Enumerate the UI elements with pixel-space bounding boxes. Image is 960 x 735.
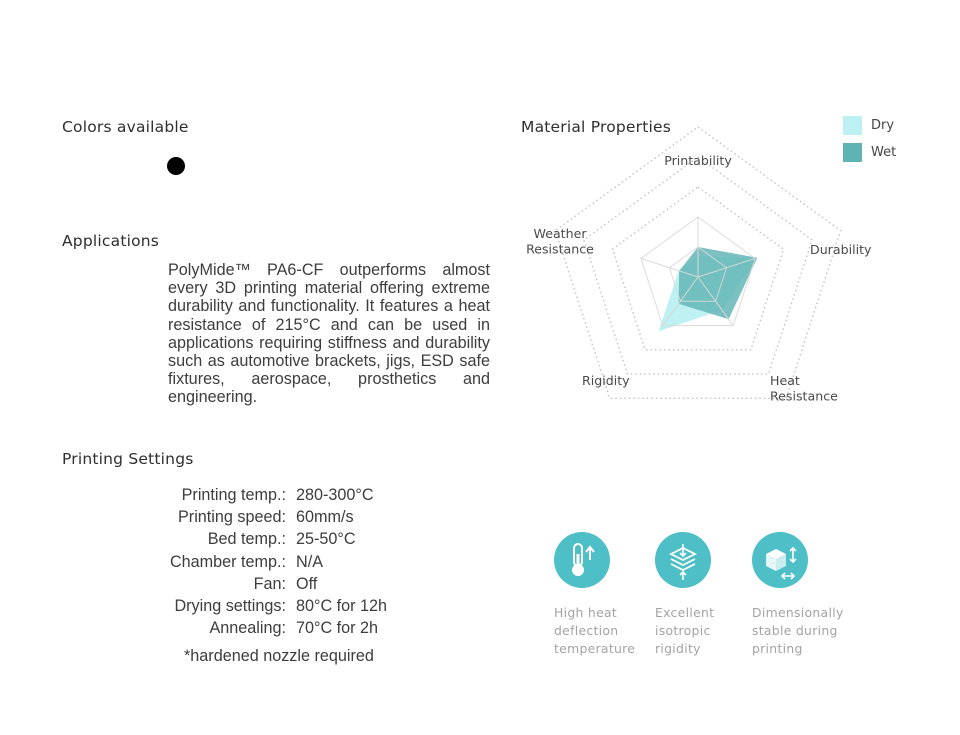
- setting-row: Bed temp.: 25-50°C: [100, 529, 420, 551]
- legend-item-wet: Wet: [843, 143, 896, 162]
- setting-value: 280-300°C: [296, 485, 374, 504]
- axis-label-printability: Printability: [664, 153, 732, 168]
- setting-label: Fan:: [253, 574, 286, 593]
- nozzle-note: *hardened nozzle required: [184, 647, 374, 665]
- layers-icon: [655, 532, 711, 588]
- setting-value: N/A: [296, 552, 323, 571]
- setting-value: Off: [296, 574, 318, 593]
- setting-row: Chamber temp.: N/A: [100, 551, 420, 573]
- setting-value: 25-50°C: [296, 530, 356, 549]
- thermometer-icon: [554, 532, 610, 588]
- radar-ring: [668, 246, 728, 302]
- applications-heading: Applications: [62, 232, 160, 250]
- colors-heading: Colors available: [62, 118, 189, 136]
- feature-dimensional-stability: Dimensionally stable during printing: [752, 532, 862, 658]
- feature-label: Excellent isotropic rigidity: [655, 605, 715, 656]
- color-swatch-black: [167, 157, 185, 175]
- setting-value: 60mm/s: [296, 507, 354, 526]
- radar-spoke: [697, 257, 756, 278]
- radar-spoke: [697, 276, 734, 326]
- legend-label-wet: Wet: [871, 145, 897, 160]
- axis-label-durability: Durability: [810, 242, 872, 257]
- axis-label-weather-resistance: Weather Resistance: [526, 226, 594, 257]
- radar-spoke: [662, 276, 699, 326]
- setting-value: 80°C for 12h: [296, 597, 388, 616]
- setting-value: 70°C for 2h: [296, 619, 379, 638]
- feature-heat-deflection: High heat deflection temperature: [554, 532, 664, 658]
- cube-icon: [752, 532, 808, 588]
- axis-label-rigidity: Rigidity: [582, 373, 630, 388]
- feature-label: High heat deflection temperature: [554, 605, 636, 656]
- setting-label: Printing speed:: [178, 507, 286, 526]
- axis-label-heat-resistance: Heat Resistance: [770, 373, 838, 404]
- feature-label: Dimensionally stable during printing: [752, 605, 844, 656]
- legend-swatch-wet: [843, 143, 862, 162]
- setting-row: Printing speed: 60mm/s: [100, 506, 420, 528]
- setting-label: Annealing:: [209, 619, 286, 638]
- legend-item-dry: Dry: [843, 116, 894, 135]
- setting-row: Fan: Off: [100, 573, 420, 595]
- setting-label: Drying settings:: [174, 597, 286, 616]
- setting-row: Printing temp.: 280-300°C: [100, 484, 420, 506]
- legend-swatch-dry: [843, 116, 862, 135]
- radar-grid: [554, 126, 842, 400]
- setting-row: Drying settings: 80°C for 12h: [100, 595, 420, 617]
- setting-label: Chamber temp.:: [169, 552, 286, 571]
- setting-row: Annealing: 70°C for 2h: [100, 618, 420, 640]
- radar-ring: [640, 216, 756, 327]
- printing-settings-heading: Printing Settings: [62, 450, 194, 468]
- feature-isotropic-rigidity: Excellent isotropic rigidity: [655, 532, 765, 658]
- printing-settings-table: Printing temp.: 280-300°C Printing speed:…: [100, 484, 420, 640]
- setting-label: Printing temp.:: [181, 485, 286, 504]
- radar-ring: [554, 126, 842, 400]
- setting-label: Bed temp.:: [207, 530, 286, 549]
- legend-label-dry: Dry: [871, 118, 895, 133]
- radar-spoke: [640, 257, 699, 278]
- applications-text: PolyMide™ PA6-CF outperforms almost ever…: [168, 261, 490, 407]
- radar-ring: [583, 156, 813, 375]
- material-properties-radar-chart: Printability Durability Heat Resistance Rigi…: [526, 126, 872, 404]
- chart-title: Material Properties: [521, 118, 672, 136]
